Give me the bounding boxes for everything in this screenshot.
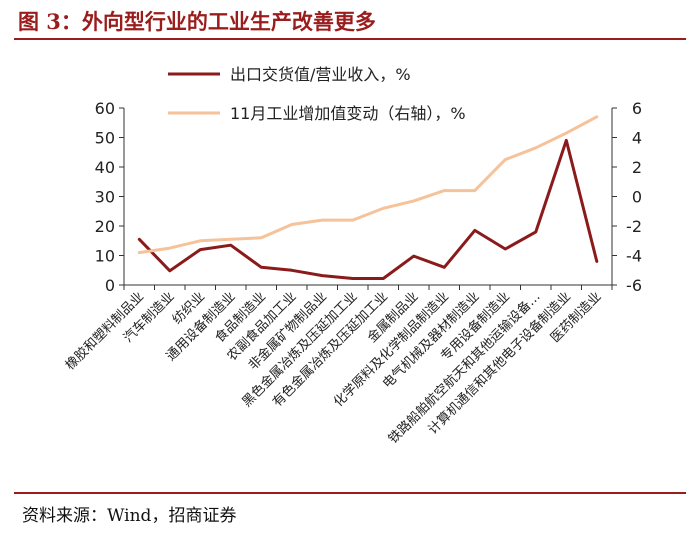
y-left-tick-label: 30 bbox=[95, 188, 115, 207]
y-left-tick-label: 50 bbox=[95, 129, 115, 148]
y-right-tick-label: 0 bbox=[632, 188, 642, 207]
legend-label-2: 11月工业增加值变动（右轴），% bbox=[230, 104, 466, 123]
y-left-tick-label: 60 bbox=[95, 99, 115, 118]
y-right-tick-label: -6 bbox=[626, 276, 642, 295]
y-left-tick-label: 10 bbox=[95, 247, 115, 266]
y-left-tick-label: 0 bbox=[105, 276, 115, 295]
title-rule bbox=[14, 38, 686, 40]
y-left-tick-label: 40 bbox=[95, 158, 115, 177]
source-rule bbox=[14, 492, 686, 494]
series-line-2 bbox=[137, 115, 599, 255]
y-right-tick-label: -2 bbox=[626, 217, 642, 236]
y-left-tick-label: 20 bbox=[95, 217, 115, 236]
y-right-tick-label: 6 bbox=[632, 99, 642, 118]
source-note: 资料来源：Wind，招商证券 bbox=[22, 506, 237, 526]
y-right-tick-label: 2 bbox=[632, 158, 642, 177]
figure-title: 图 3：外向型行业的工业生产改善更多 bbox=[18, 9, 376, 34]
y-right-tick-label: -4 bbox=[626, 247, 642, 266]
legend-label-1: 出口交货值/营业收入，% bbox=[230, 65, 411, 84]
y-right-tick-label: 4 bbox=[632, 129, 642, 148]
chart: 0102030405060-6-4-20246橡胶和塑料制品业汽车制造业纺织业通… bbox=[62, 65, 642, 447]
series-line-1 bbox=[137, 138, 599, 280]
